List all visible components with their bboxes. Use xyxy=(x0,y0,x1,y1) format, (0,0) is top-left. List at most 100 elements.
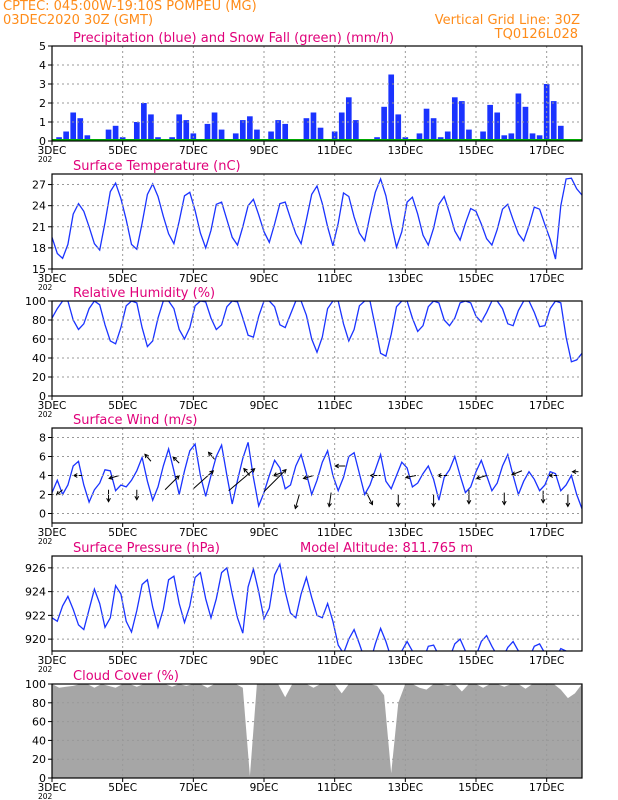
x-tick-label: 9DEC xyxy=(250,782,279,794)
panel-temp: 15 18 21 24 27 3DEC 5DEC 7DEC 9DEC 11DEC 13DEC 15DE… xyxy=(32,159,583,292)
temp-series-line xyxy=(52,176,582,260)
wind-arrow-shaft xyxy=(294,494,300,509)
precip-bar xyxy=(501,135,508,141)
x-tick-label: 11DEC xyxy=(317,655,352,667)
x-tick-label: 5DEC xyxy=(108,145,137,157)
precip-bar xyxy=(451,97,458,141)
x-tick-label: 3DEC xyxy=(38,527,67,539)
precip-bar xyxy=(105,129,112,141)
wind-arrow-shaft xyxy=(56,489,63,496)
wind-arrow-head xyxy=(106,497,111,503)
header-run-date: 03DEC2020 30Z (GMT) xyxy=(3,13,154,28)
precip-bar xyxy=(522,106,529,141)
x-tick-label: 5DEC xyxy=(108,400,137,412)
precip-bar xyxy=(63,131,69,141)
x-tick-label: 17DEC xyxy=(529,145,564,157)
precip-bar xyxy=(268,131,274,141)
x-tick-label: 7DEC xyxy=(179,145,208,157)
precip-bar xyxy=(536,135,543,141)
y-tick-label: 5 xyxy=(39,40,46,53)
wind-arrow-shaft xyxy=(228,468,255,492)
precip-bar xyxy=(338,112,345,141)
precip-bar xyxy=(494,112,501,141)
precip-bar xyxy=(508,133,515,141)
precip-bar xyxy=(317,127,324,141)
y-tick-label: 80 xyxy=(32,314,46,327)
y-tick-label: 20 xyxy=(32,753,46,766)
precip-bar xyxy=(133,122,140,141)
precip-bar xyxy=(487,104,493,141)
y-tick-label: 100 xyxy=(25,678,46,691)
precip-bar xyxy=(466,129,472,141)
x-tick-label: 9DEC xyxy=(250,145,279,157)
x-tick-label: 3DEC xyxy=(38,145,67,157)
x-tick-label: 5DEC xyxy=(108,655,137,667)
x-tick-label: 13DEC xyxy=(388,145,423,157)
precip-bar xyxy=(310,112,317,141)
wind-arrow-head xyxy=(172,456,178,462)
panel-frame xyxy=(51,300,583,397)
precip-bar xyxy=(515,93,522,141)
x-tick-label: 5DEC xyxy=(108,782,137,794)
y-tick-label: 920 xyxy=(25,633,46,646)
x-tick-label: 13DEC xyxy=(388,782,423,794)
x-tick-label: 7DEC xyxy=(179,655,208,667)
wind-arrow-shaft xyxy=(476,475,487,479)
panel-title: Surface Wind (m/s) xyxy=(73,413,197,428)
x-tick-label: 7DEC xyxy=(179,782,208,794)
wind-arrow-head xyxy=(209,470,215,475)
panel-precip: 0 1 2 3 4 5 3DEC 5DEC 7DEC 9DEC 11DEC 13DEC 15DEC 17D… xyxy=(38,31,583,164)
y-tick-label: 3 xyxy=(39,78,46,91)
panel-title-extra: Model Altitude: 811.765 m xyxy=(300,541,473,556)
x-tick-label: 11DEC xyxy=(317,273,352,285)
x-tick-label: 13DEC xyxy=(388,655,423,667)
y-tick-label: 60 xyxy=(32,333,46,346)
precip-bar xyxy=(303,118,310,141)
x-tick-label: 11DEC xyxy=(317,782,352,794)
x-tick-label: 11DEC xyxy=(317,400,352,412)
header-grid-line: Vertical Grid Line: 30Z xyxy=(434,13,580,28)
x-tick-label: 13DEC xyxy=(388,273,423,285)
x-tick-label: 17DEC xyxy=(529,782,564,794)
precip-bar xyxy=(550,101,557,141)
precip-bar xyxy=(444,131,451,141)
wind-arrow-head xyxy=(302,475,308,480)
panel-title: Precipitation (blue) and Snow Fall (gree… xyxy=(73,31,394,46)
precip-bar xyxy=(77,118,84,141)
precip-bar xyxy=(353,120,359,141)
precip-bar xyxy=(183,120,190,141)
pres-series-line xyxy=(52,562,567,651)
panel-title: Surface Temperature (nC) xyxy=(73,159,241,174)
x-tick-label: 7DEC xyxy=(179,273,208,285)
y-tick-label: 924 xyxy=(25,586,46,599)
wind-arrow-shaft xyxy=(263,469,287,493)
panel-frame xyxy=(51,45,583,142)
y-tick-label: 926 xyxy=(25,562,46,575)
precip-bar xyxy=(557,125,564,141)
wind-arrow-head xyxy=(395,502,401,508)
cloud-cover-area xyxy=(52,684,582,778)
y-tick-label: 40 xyxy=(32,352,46,365)
y-tick-label: 2 xyxy=(39,489,46,502)
wind-arrow-shaft xyxy=(192,470,214,490)
wind-arrow-head xyxy=(565,502,571,508)
precip-bar xyxy=(529,133,536,141)
wind-series-line xyxy=(52,442,582,510)
precip-bar xyxy=(211,112,218,141)
wind-arrow-head xyxy=(327,502,332,508)
y-tick-label: 18 xyxy=(32,242,46,255)
wind-arrow-shaft xyxy=(164,475,180,491)
x-tick-label: 3DEC xyxy=(38,782,67,794)
wind-arrow-shaft xyxy=(172,456,180,464)
y-tick-label: 24 xyxy=(32,200,46,213)
wind-arrow-head xyxy=(175,475,180,480)
x-tick-label: 3DEC xyxy=(38,400,67,412)
precip-bar xyxy=(345,97,352,141)
x-tick-label: 17DEC xyxy=(529,273,564,285)
year-label: 202 xyxy=(38,792,53,800)
x-tick-label: 9DEC xyxy=(250,400,279,412)
wind-arrow-head xyxy=(207,451,213,457)
x-tick-label: 3DEC xyxy=(38,273,67,285)
header-station: CPTEC: 045:00W-19:10S POMPEU (MG) xyxy=(3,0,257,14)
